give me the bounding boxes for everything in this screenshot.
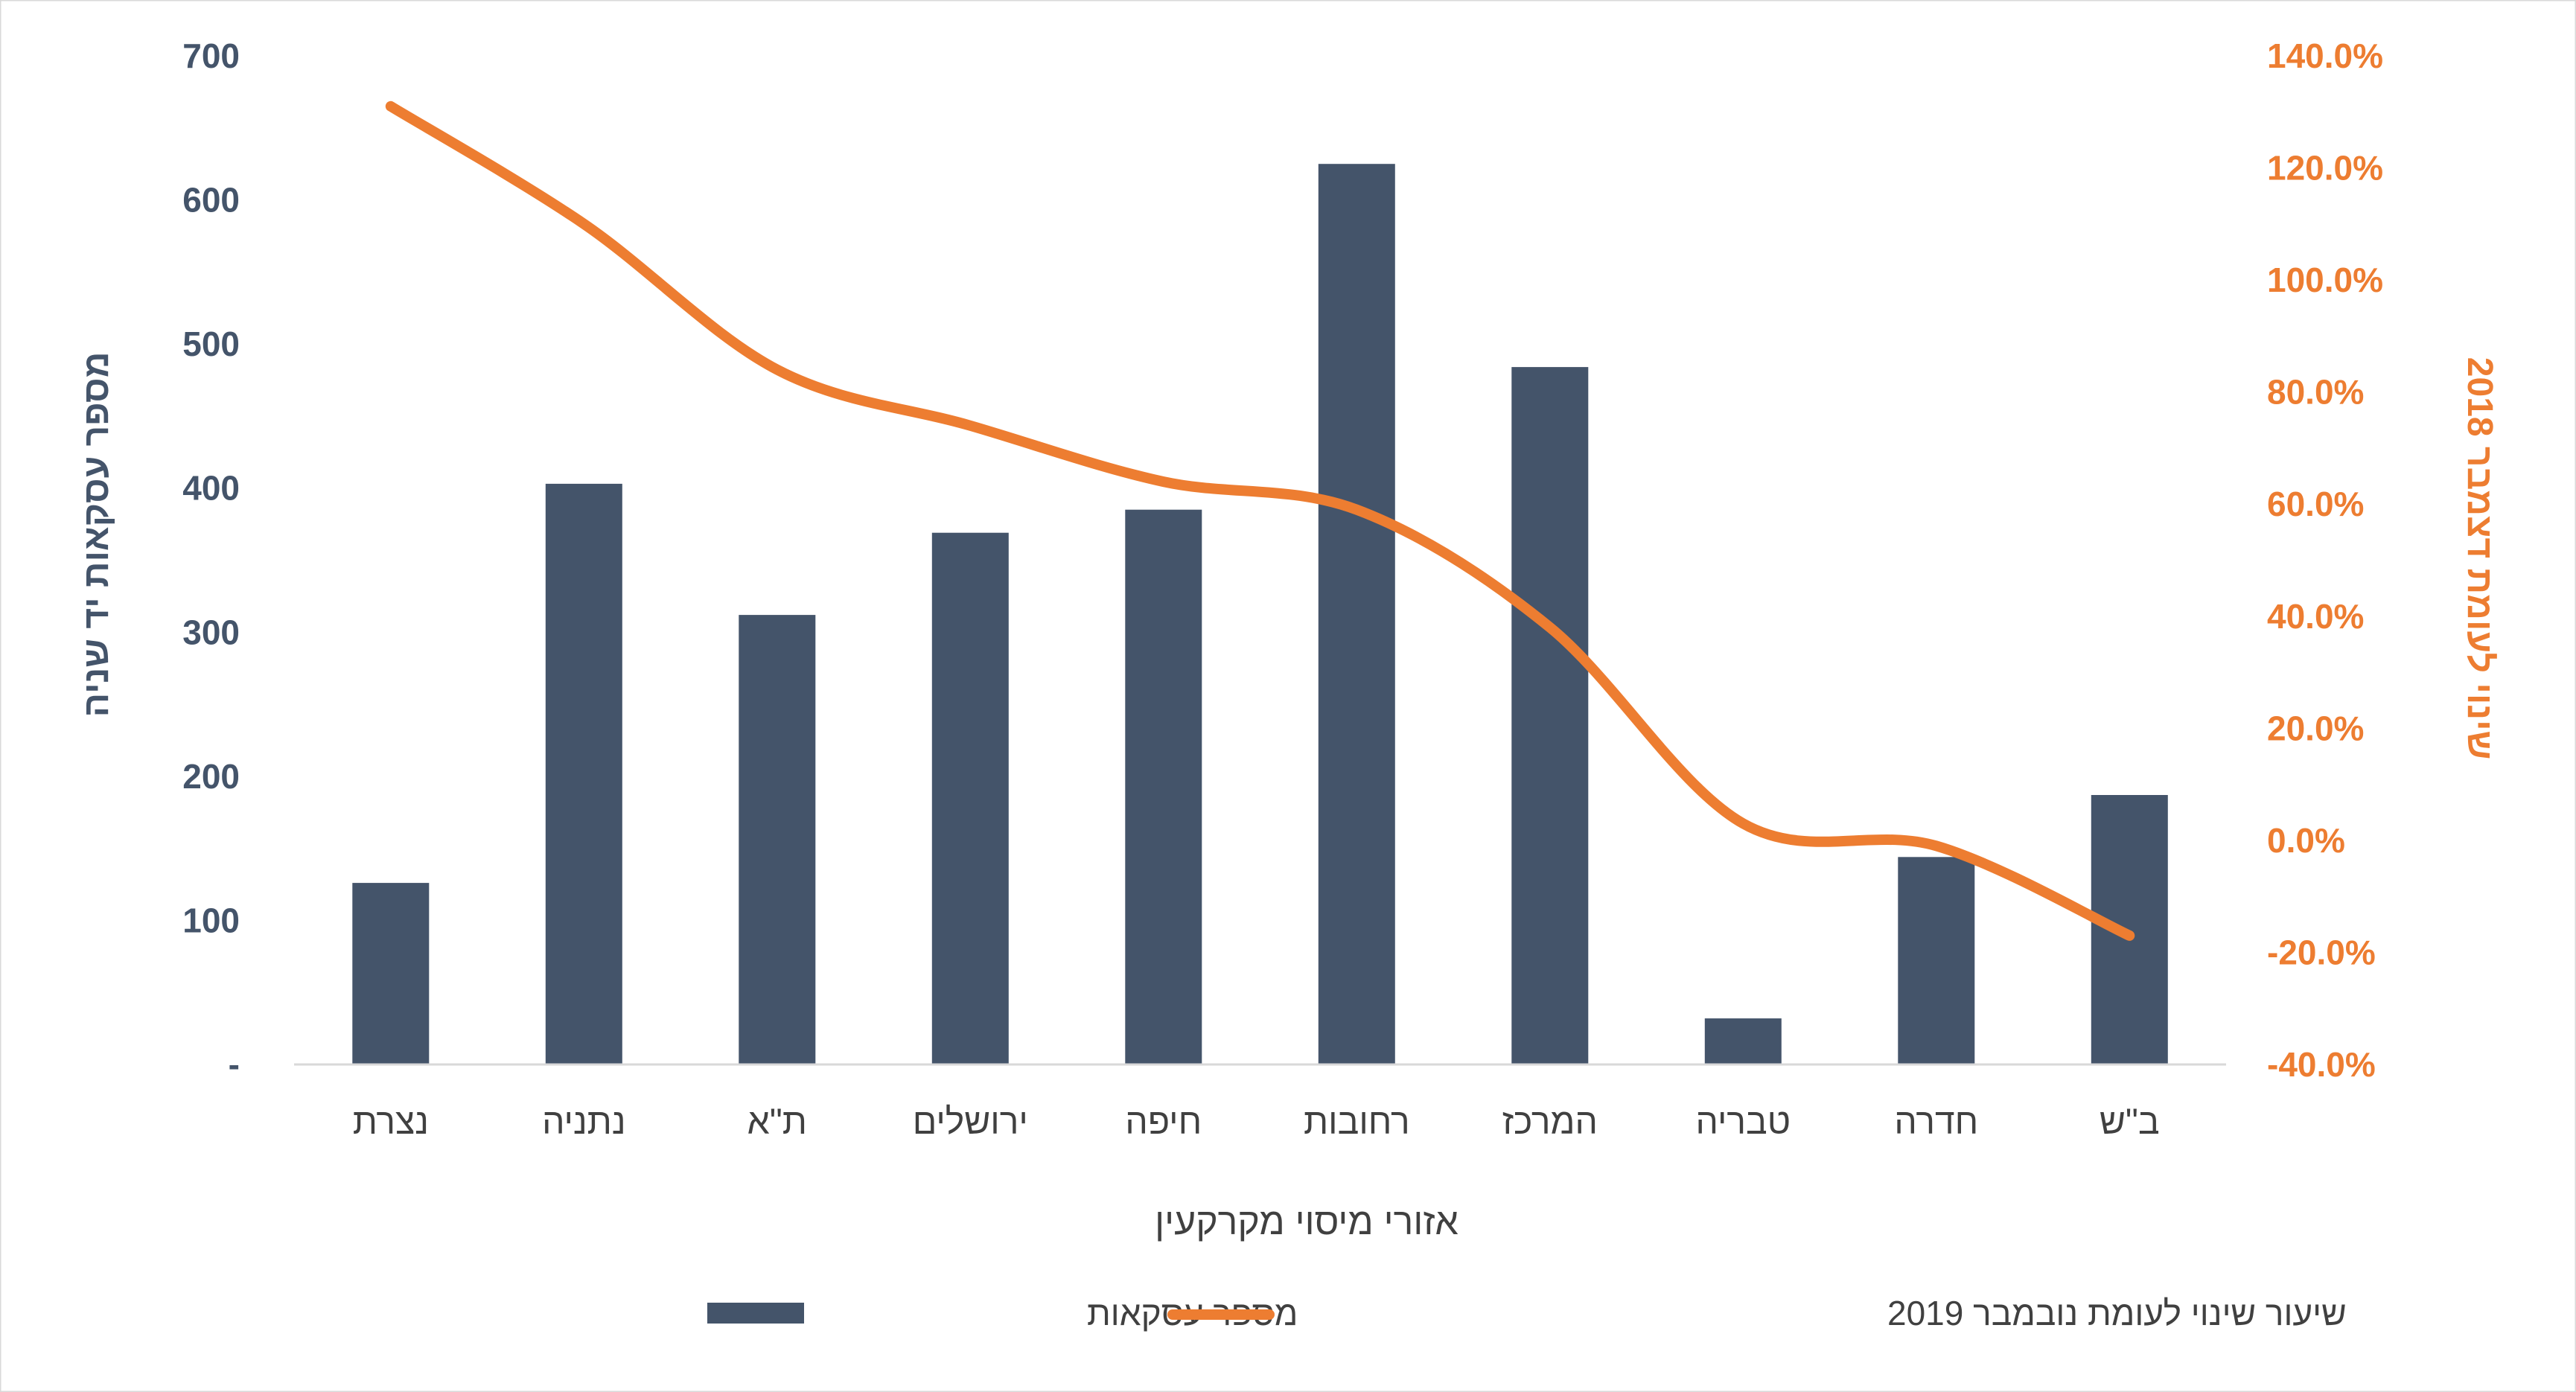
category-label: חיפה	[1125, 1102, 1202, 1142]
left-tick-label: 700	[182, 36, 240, 75]
right-tick-label: 80.0%	[2267, 373, 2364, 412]
right-tick-label: -20.0%	[2267, 933, 2376, 971]
bar-8	[1898, 857, 1975, 1064]
legend: מספר עסקאות שיעור שינוי לעומת נובמבר 201…	[707, 1294, 2347, 1332]
bar-2	[739, 615, 816, 1064]
bar-1	[545, 483, 622, 1064]
right-tick-label: 40.0%	[2267, 597, 2364, 636]
right-tick-label: 60.0%	[2267, 485, 2364, 523]
category-label: ב"ש	[2100, 1102, 2160, 1142]
legend-label-line: שיעור שינוי לעומת נובמבר 2019	[1887, 1294, 2347, 1332]
left-y-axis-ticks: - 100 200 300 400 500 600 700	[182, 36, 240, 1084]
bar-5	[1318, 164, 1395, 1065]
category-label: המרכז	[1502, 1102, 1598, 1142]
x-axis-title: אזורי מיסוי מקרקעין	[1155, 1201, 1458, 1242]
right-tick-label: -40.0%	[2267, 1045, 2376, 1084]
category-label: נצרת	[353, 1102, 429, 1142]
left-y-axis-title: מספר עסקאות יד שניה	[77, 352, 116, 718]
change-rate-line	[385, 100, 2135, 941]
left-tick-label: 400	[182, 469, 240, 508]
left-tick-label: 500	[182, 325, 240, 363]
bar-3	[931, 532, 1009, 1064]
right-tick-label: 100.0%	[2267, 261, 2383, 299]
bar-9	[2091, 795, 2168, 1064]
category-label: ת"א	[747, 1102, 807, 1142]
category-label: נתניה	[542, 1102, 625, 1142]
category-label: ירושלים	[913, 1102, 1028, 1142]
bar-series	[352, 164, 2168, 1065]
category-label: חדרה	[1894, 1102, 1978, 1142]
left-tick-label: 600	[182, 181, 240, 220]
right-tick-label: 120.0%	[2267, 149, 2383, 188]
left-tick-label: -	[229, 1045, 240, 1084]
bar-7	[1704, 1018, 1782, 1064]
legend-swatch-bars	[707, 1303, 804, 1324]
category-label: רחובות	[1304, 1102, 1410, 1142]
right-tick-label: 140.0%	[2267, 36, 2383, 75]
bar-6	[1511, 367, 1589, 1065]
left-tick-label: 300	[182, 613, 240, 651]
x-axis-category-labels: נצרת נתניה ת"א ירושלים חיפה רחובות המרכז טבריה ח…	[353, 1102, 2160, 1142]
category-label: טבריה	[1695, 1102, 1791, 1142]
bar-0	[352, 883, 430, 1064]
left-tick-label: 100	[182, 901, 240, 939]
left-tick-label: 200	[182, 757, 240, 796]
bar-4	[1125, 509, 1202, 1064]
right-tick-label: 20.0%	[2267, 709, 2364, 747]
right-y-axis-title: שינוי לעומת דצמבר 2018	[2460, 357, 2499, 759]
right-y-axis-ticks: -40.0% -20.0% 0.0% 20.0% 40.0% 60.0% 80.0% 100.…	[2267, 36, 2383, 1084]
right-tick-label: 0.0%	[2267, 821, 2345, 860]
